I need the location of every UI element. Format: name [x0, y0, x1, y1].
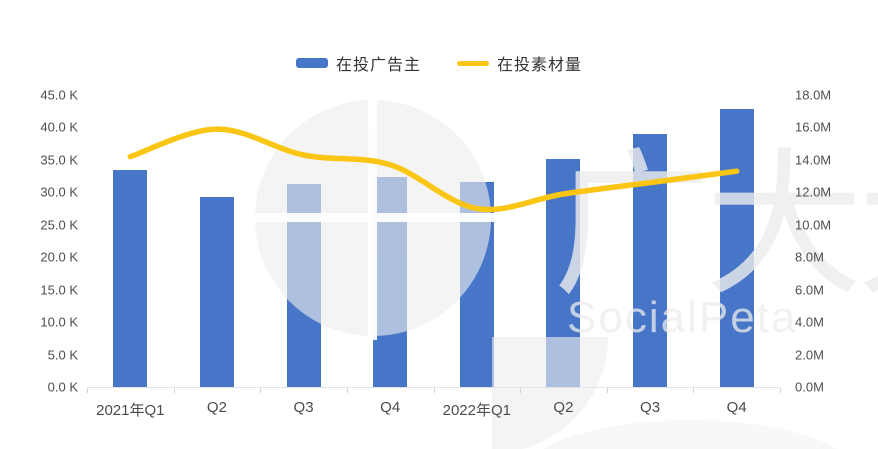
- x-axis-tick: [433, 388, 435, 393]
- y-axis-label-right: 14.0M: [795, 152, 832, 168]
- x-axis-tick: [606, 388, 608, 393]
- bar-Q3[interactable]: [633, 133, 668, 387]
- legend-item-label: 在投广告主: [335, 57, 421, 74]
- y-axis-label-right: 12.0M: [795, 184, 832, 200]
- x-axis-label: Q4: [726, 399, 747, 416]
- x-axis-tick: [780, 388, 781, 393]
- bar-Q3[interactable]: [286, 183, 321, 387]
- x-axis-line: [87, 387, 780, 388]
- y-axis-label-left: 45.0 K: [40, 87, 78, 103]
- x-axis-label: Q3: [293, 399, 314, 416]
- y-axis-label-left: 15.0 K: [40, 282, 78, 298]
- bar-series-swatch-icon: [295, 58, 328, 68]
- x-axis-tick: [693, 388, 695, 393]
- x-axis-label: 2022年Q1: [442, 402, 512, 419]
- y-axis-label-left: 25.0 K: [40, 217, 78, 233]
- x-axis-label: 2021年Q1: [96, 402, 165, 419]
- y-axis-label-right: 18.0M: [795, 87, 832, 103]
- bar-Q4[interactable]: [719, 108, 754, 387]
- y-axis-label-right: 2.0M: [795, 347, 824, 363]
- x-axis-label: Q3: [640, 399, 661, 416]
- x-axis-tick: [87, 388, 88, 393]
- y-axis-label-right: 6.0M: [795, 282, 824, 298]
- x-axis-label: Q2: [553, 399, 574, 416]
- legend-item-creatives[interactable]: 在投素材量: [457, 51, 582, 75]
- watermark-brand-text: SocialPeta: [567, 293, 797, 342]
- x-axis-label: Q4: [380, 399, 401, 416]
- x-axis-tick: [520, 388, 522, 393]
- y-axis-label-right: 16.0M: [795, 119, 832, 135]
- y-axis-label-right: 10.0M: [795, 217, 832, 233]
- legend-item-advertisers[interactable]: 在投广告主: [295, 51, 421, 75]
- bar-Q4[interactable]: [373, 177, 408, 387]
- bar-2022年Q1[interactable]: [459, 181, 494, 387]
- x-axis-label: Q2: [206, 399, 227, 416]
- y-axis-label-left: 10.0 K: [40, 314, 78, 330]
- y-axis-label-left: 5.0 K: [47, 347, 78, 363]
- line-series-swatch-icon: [457, 60, 489, 66]
- y-axis-label-right: 0.0M: [795, 379, 824, 395]
- bar-Q2[interactable]: [546, 158, 581, 387]
- bar-Q2[interactable]: [199, 196, 234, 387]
- y-axis-label-right: 8.0M: [795, 249, 824, 265]
- x-axis-tick: [173, 388, 175, 393]
- chart-legend: 在投广告主 在投素材量: [0, 50, 878, 76]
- y-axis-label-left: 20.0 K: [40, 249, 78, 265]
- y-axis-label-left: 35.0 K: [40, 152, 78, 168]
- y-axis-label-left: 40.0 K: [40, 119, 78, 135]
- x-axis-tick: [260, 388, 262, 393]
- bar-2021年Q1[interactable]: [113, 170, 148, 387]
- watermark-blob-icon: [542, 420, 838, 449]
- y-axis-label-right: 4.0M: [795, 314, 824, 330]
- y-axis-label-left: 30.0 K: [40, 184, 78, 200]
- legend-item-label: 在投素材量: [497, 57, 583, 74]
- x-axis-tick: [346, 388, 348, 393]
- y-axis-label-left: 0.0 K: [47, 379, 78, 395]
